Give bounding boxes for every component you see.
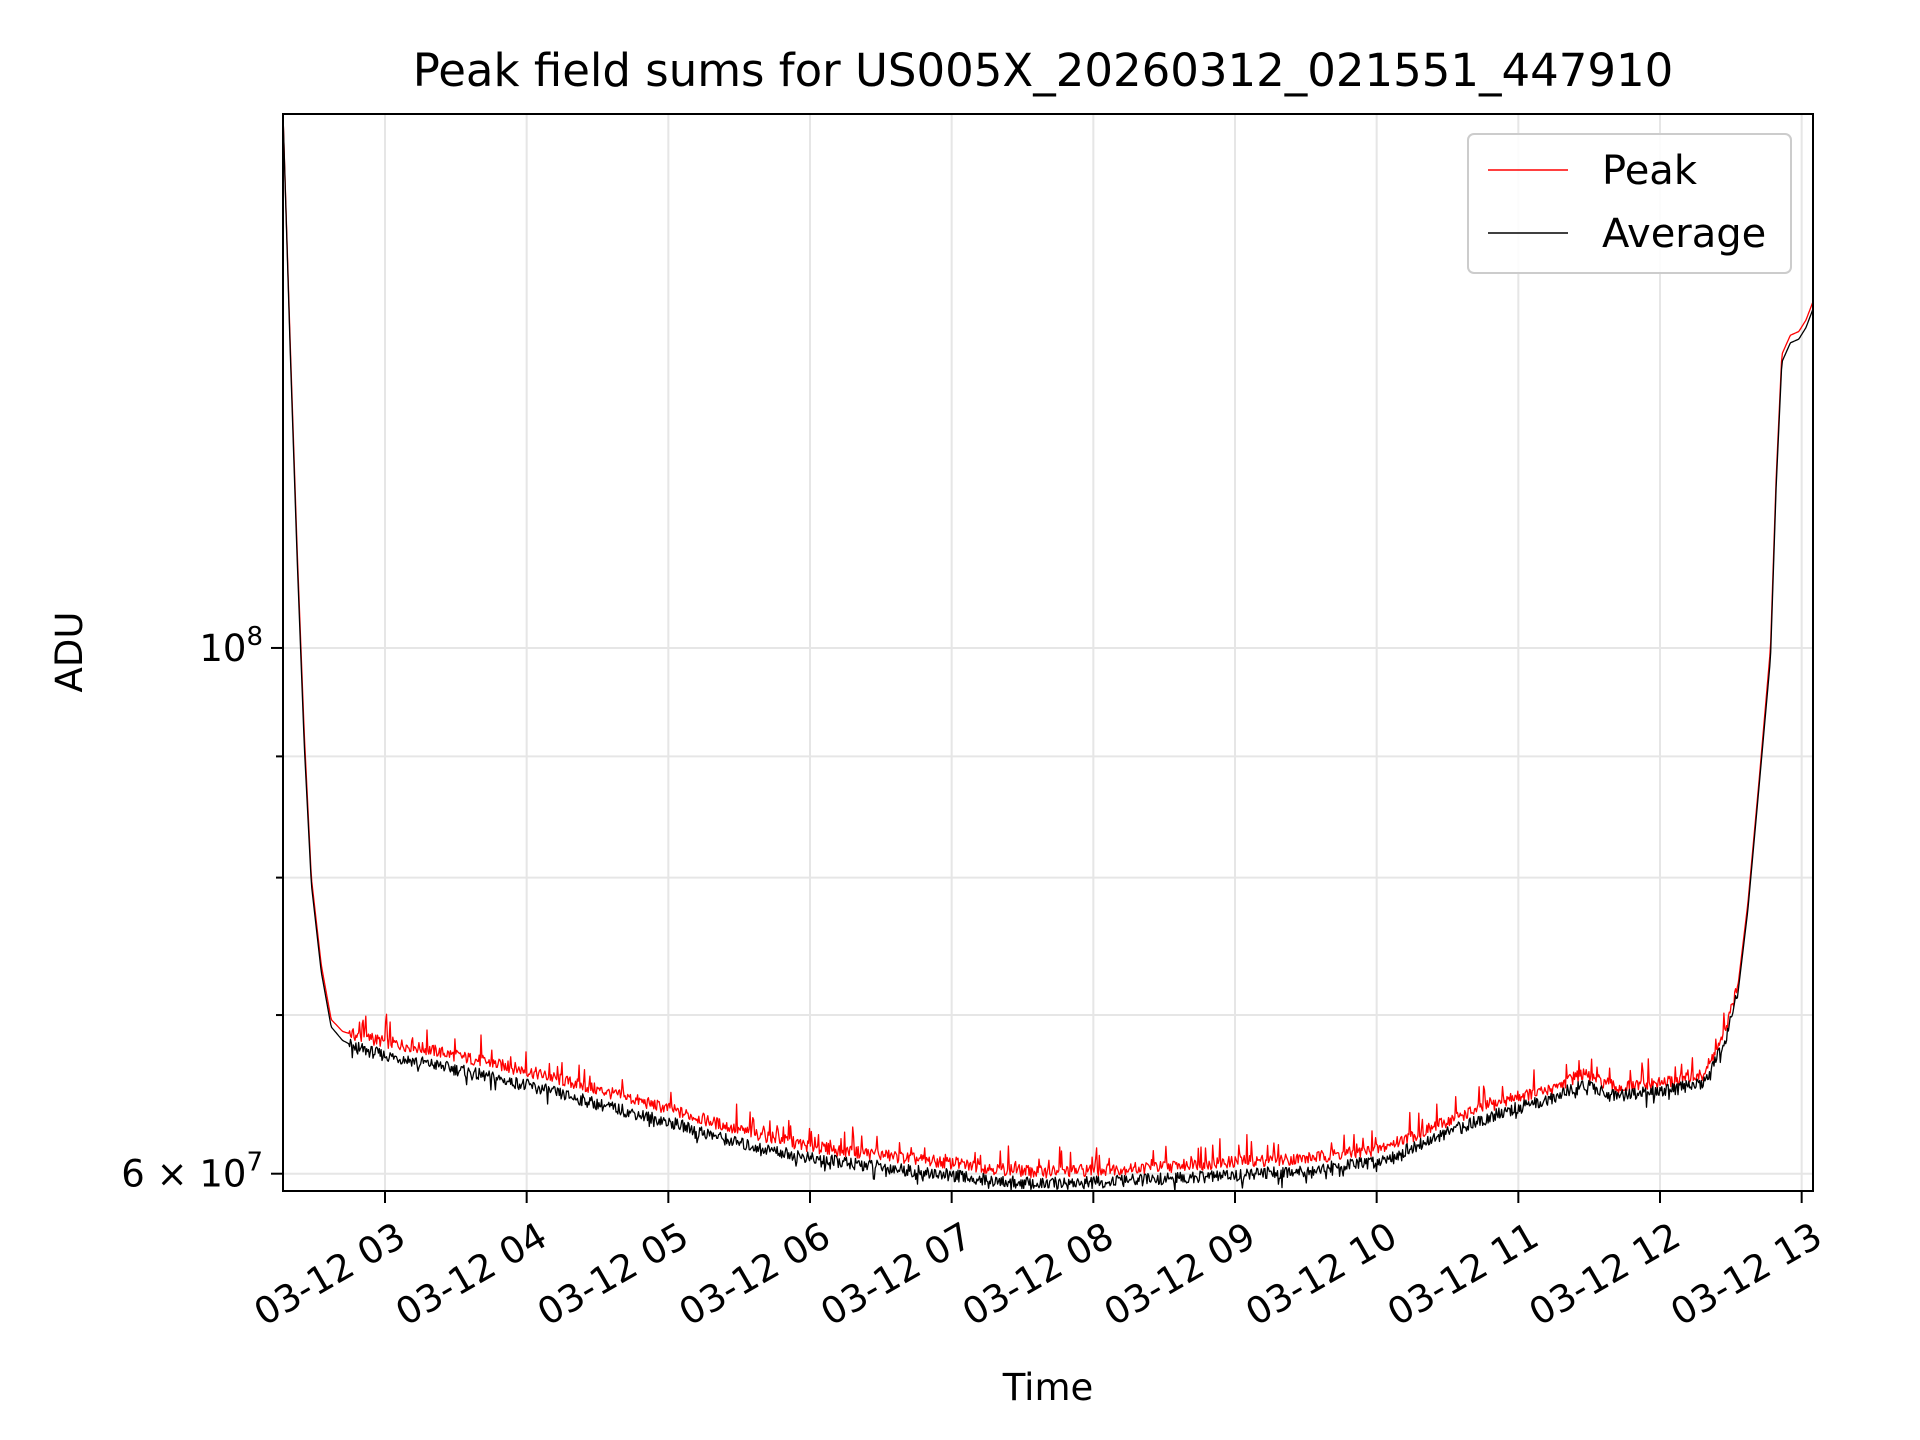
average-series-line [282,113,1814,1192]
y-tick-label: 108 [199,622,263,670]
legend-label-peak: Peak [1602,148,1698,194]
y-axis-label: ADU [48,612,91,693]
grid [283,114,1813,1191]
y-axis-ticks: 6 × 107 108 [121,622,283,1196]
y-tick-label: 6 × 107 [121,1148,263,1196]
legend-box [1467,133,1792,274]
plot-frame [282,113,1814,1192]
series-layer [282,113,1814,1192]
peak-series-line [282,113,1814,1179]
x-axis-label: Time [1002,1366,1094,1409]
legend: Peak Average [1467,133,1792,274]
chart-title: Peak field sums for US005X_20260312_0215… [413,44,1674,97]
legend-label-average: Average [1602,211,1766,257]
